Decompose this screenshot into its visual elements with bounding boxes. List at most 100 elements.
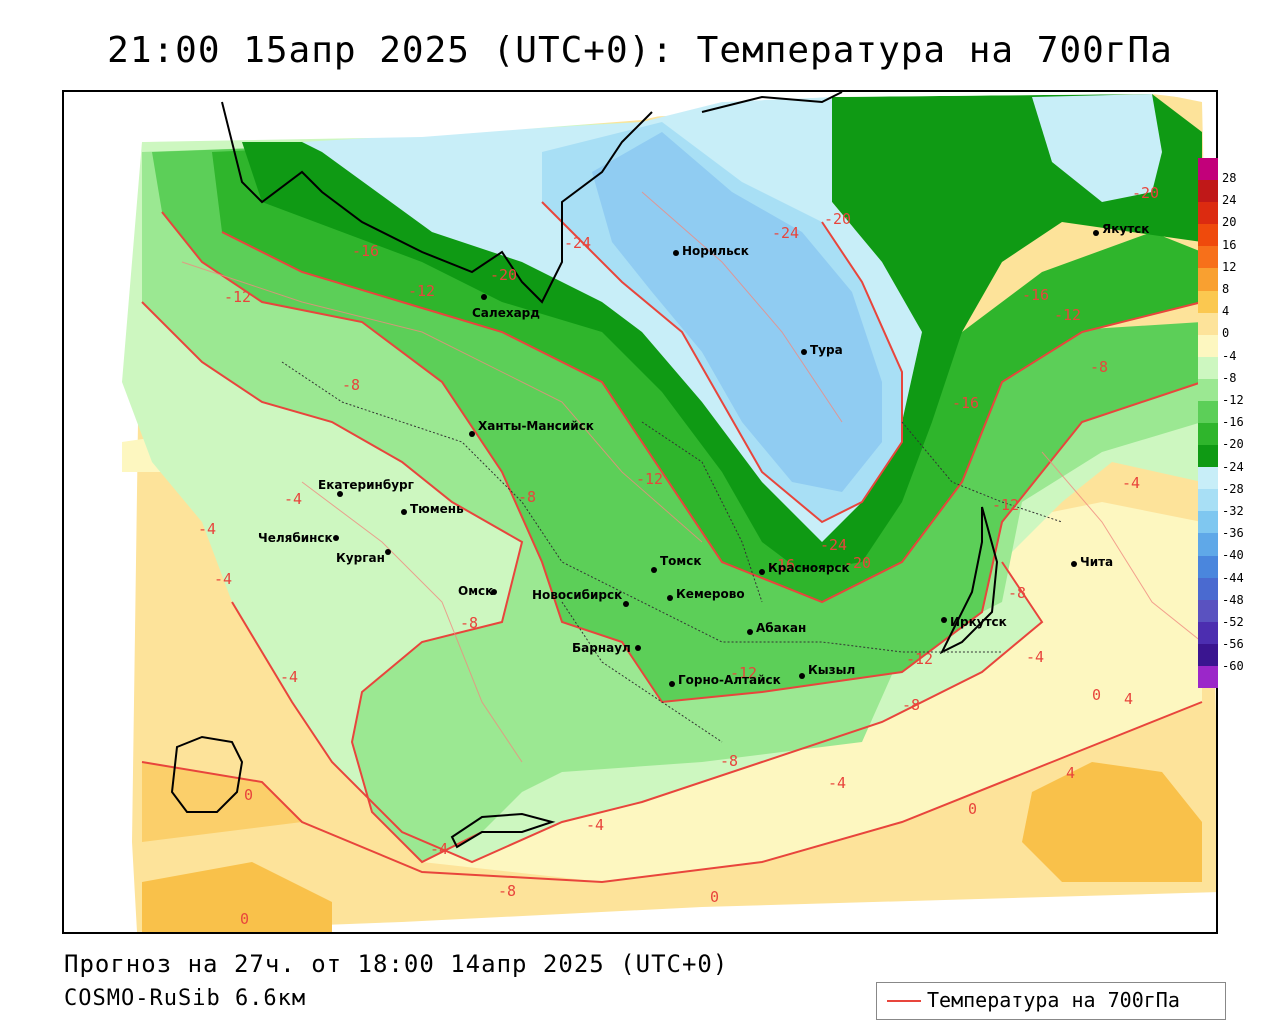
color-scale-segment xyxy=(1198,511,1218,534)
contour-label: -8 xyxy=(720,752,738,770)
contour-label: -16 xyxy=(352,242,379,260)
contour-label: -4 xyxy=(214,570,232,588)
color-scale-tick: 0 xyxy=(1222,326,1230,341)
contour-label: -12 xyxy=(730,664,757,682)
color-scale-tick: -36 xyxy=(1222,526,1244,541)
contour-label: -16 xyxy=(768,556,795,574)
color-scale-segment xyxy=(1198,489,1218,512)
city-label: Омск xyxy=(458,584,493,598)
color-scale-tick: -16 xyxy=(1222,415,1244,430)
contour-label: -8 xyxy=(498,882,516,900)
color-scale-tick: -20 xyxy=(1222,437,1244,452)
color-scale-segment xyxy=(1198,665,1218,689)
color-scale-tick: 20 xyxy=(1222,215,1237,230)
contour-label: -24 xyxy=(772,224,799,242)
color-scale-segment xyxy=(1198,533,1218,556)
contour-label: -4 xyxy=(586,816,604,834)
city-label: Салехард xyxy=(472,306,540,320)
city-label: Барнаул xyxy=(572,641,631,655)
contour-label: -12 xyxy=(408,282,435,300)
contour-label: 4 xyxy=(1066,764,1075,782)
color-scale-tick: -28 xyxy=(1222,481,1244,496)
contour-label: -20 xyxy=(1132,184,1159,202)
city-label: Курган xyxy=(336,551,385,565)
contour-label: -12 xyxy=(1054,306,1081,324)
city-label: Ханты-Мансийск xyxy=(478,419,594,433)
color-scale-tick: 12 xyxy=(1222,259,1237,274)
contour-label: -8 xyxy=(1008,584,1026,602)
city-label: Екатеринбург xyxy=(318,478,414,492)
map-area[interactable]: -16 -12 -12 -20 -24 -24 -20 -20 -16 -12 … xyxy=(62,90,1218,934)
color-scale-segment xyxy=(1198,180,1218,203)
color-scale-segment xyxy=(1198,400,1218,424)
forecast-info: Прогноз на 27ч. от 18:00 14апр 2025 (UTC… xyxy=(64,950,729,978)
color-scale-tick: 4 xyxy=(1222,304,1230,319)
contour-label: -8 xyxy=(518,488,536,506)
color-scale-tick: -56 xyxy=(1222,637,1244,652)
color-scale-segment xyxy=(1198,643,1218,667)
city-label: Горно-Алтайск xyxy=(678,673,781,687)
color-scale-segment xyxy=(1198,224,1218,247)
contour-label: -8 xyxy=(902,696,920,714)
color-scale-segment xyxy=(1198,202,1218,225)
city-label: Тюмень xyxy=(410,502,464,516)
color-scale-segment xyxy=(1198,158,1218,181)
color-scale xyxy=(1198,158,1218,689)
color-scale-segment xyxy=(1198,378,1218,402)
legend: Температура на 700гПа xyxy=(876,982,1226,1020)
city-label: Тура xyxy=(810,343,843,357)
contour-label: -20 xyxy=(824,210,851,228)
contour-label: 0 xyxy=(244,786,253,804)
contour-label: -4 xyxy=(280,668,298,686)
color-scale-tick: -40 xyxy=(1222,548,1244,563)
color-scale-tick: -12 xyxy=(1222,393,1244,407)
contour-label: -20 xyxy=(844,554,871,572)
contour-labels: -16 -12 -12 -20 -24 -24 -20 -20 -16 -12 … xyxy=(198,184,1159,928)
color-scale-tick: -44 xyxy=(1222,570,1244,585)
color-scale-tick: -60 xyxy=(1222,659,1244,674)
color-scale-tick: -52 xyxy=(1222,615,1244,629)
contour-label: -8 xyxy=(1090,358,1108,376)
contour-label: -4 xyxy=(828,774,846,792)
contour-label: -4 xyxy=(1122,474,1140,492)
color-scale-segment xyxy=(1198,423,1218,446)
city-label: Чита xyxy=(1080,555,1113,569)
contour-label: -24 xyxy=(820,536,847,554)
contour-label: -8 xyxy=(460,614,478,632)
color-scale-segment xyxy=(1198,268,1218,291)
contour-label: -12 xyxy=(224,288,251,306)
contour-label: -12 xyxy=(992,496,1019,514)
color-scale-tick: -24 xyxy=(1222,459,1244,474)
color-scale-tick: -4 xyxy=(1222,348,1237,363)
contour-label: -4 xyxy=(430,840,448,858)
legend-label: Температура на 700гПа xyxy=(927,988,1180,1012)
color-scale-segment xyxy=(1198,445,1218,468)
contour-label: 0 xyxy=(710,888,719,906)
color-scale-segment xyxy=(1198,356,1218,380)
contour-label: -16 xyxy=(952,394,979,412)
contour-label: -12 xyxy=(636,470,663,488)
model-name: COSMO-RuSib 6.6км xyxy=(64,986,307,1011)
color-scale-segment xyxy=(1198,555,1218,579)
contour-label: -4 xyxy=(284,490,302,508)
color-scale-segment xyxy=(1198,312,1218,336)
city-label: Красноярск xyxy=(768,561,850,575)
city-markers: Норильск Салехард Тура Якутск Ханты-Манс… xyxy=(258,222,1149,687)
color-scale-tick: 16 xyxy=(1222,237,1237,252)
color-scale-tick: 28 xyxy=(1222,171,1237,185)
contour-label: 0 xyxy=(240,910,249,928)
color-scale-segment xyxy=(1198,290,1218,314)
color-scale-segment xyxy=(1198,246,1218,269)
contour-label: -12 xyxy=(906,650,933,668)
contour-label: -4 xyxy=(198,520,216,538)
city-label: Новосибирск xyxy=(532,588,622,602)
city-label: Кызыл xyxy=(808,663,855,677)
contour-label: -4 xyxy=(1026,648,1044,666)
color-scale-tick: -48 xyxy=(1222,592,1244,607)
color-scale-segment xyxy=(1198,467,1218,490)
color-scale-tick: -32 xyxy=(1222,504,1244,518)
contour-label: 4 xyxy=(1124,690,1133,708)
city-label: Кемерово xyxy=(676,587,745,601)
legend-line-swatch xyxy=(887,1000,921,1002)
color-scale-segment xyxy=(1198,577,1218,601)
